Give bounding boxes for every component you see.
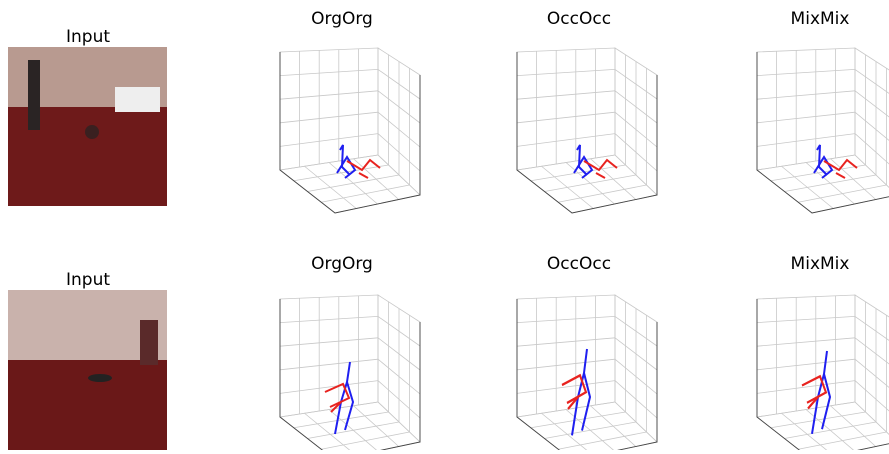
figure: Input OrgOrg OccOcc MixMix Input OrgOrg … <box>0 0 889 450</box>
plot-3d <box>757 295 889 450</box>
input-label: Input <box>66 27 110 47</box>
input-label: Input <box>66 270 110 290</box>
plot-3d <box>757 48 889 213</box>
panel-title: OrgOrg <box>311 254 373 274</box>
plot-3d <box>517 48 657 213</box>
panel-title: OccOcc <box>547 9 611 29</box>
plot-3d <box>280 48 420 213</box>
plot-3d <box>280 295 420 450</box>
input-image <box>8 47 167 206</box>
plot-3d <box>517 295 657 450</box>
input-image <box>8 290 167 450</box>
panel-title: OrgOrg <box>311 9 373 29</box>
panel-title: OccOcc <box>547 254 611 274</box>
panel-title: MixMix <box>791 9 850 29</box>
panel-title: MixMix <box>791 254 850 274</box>
